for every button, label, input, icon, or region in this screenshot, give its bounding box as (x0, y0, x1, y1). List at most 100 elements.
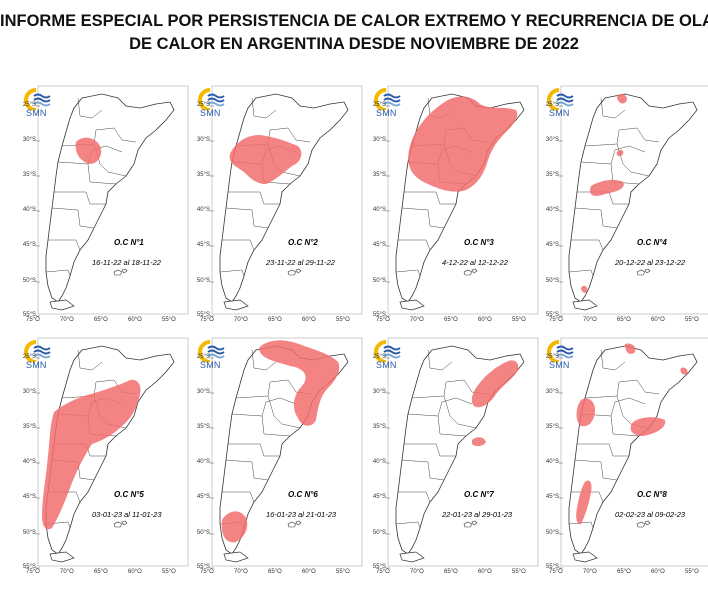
longitude-label: 75°O (376, 317, 390, 323)
latitude-label: 45°S (196, 242, 210, 248)
heatwave-number: O.C N°3 (464, 238, 494, 247)
province-border (610, 145, 646, 165)
argentina-map (386, 337, 539, 569)
latitude-label: 25°S (372, 354, 386, 360)
province-border (235, 379, 289, 399)
heatwave-map-panel: SMN 25°S 30°S 35°S 40°S 45°S 50°S 55°S 75°O 70°O 6… (18, 80, 191, 323)
smn-logo-text: SMN (200, 360, 221, 370)
province-border (222, 239, 255, 251)
longitude-label: 75°O (26, 569, 40, 575)
malvinas-islands (287, 268, 302, 276)
latitude-label: 35°S (22, 424, 36, 430)
province-border (407, 413, 467, 437)
latitude-label: 35°S (196, 172, 210, 178)
province-border (443, 395, 477, 429)
province-border (571, 491, 604, 503)
latitude-label: 30°S (196, 389, 210, 395)
latitude-label: 25°S (372, 102, 386, 108)
longitude-label: 65°O (617, 317, 631, 323)
malvinas-islands (636, 268, 651, 276)
heatwave-map-panel: SMN 25°S 30°S 35°S 40°S 45°S 50°S 55°S 75°O 70°O 6… (368, 80, 541, 323)
heatwave-area (471, 360, 519, 408)
province-border (636, 379, 660, 395)
heatwave-number: O.C N°1 (114, 238, 144, 247)
province-border (267, 395, 301, 429)
tierra-del-fuego-outline (223, 299, 249, 311)
heatwave-dates: 20-12-22 al 23-12-22 (615, 258, 686, 267)
smn-logo (22, 88, 54, 118)
heatwave-map-panel: SMN 25°S 30°S 35°S 40°S 45°S 50°S 55°S 75°O 70°O 6… (18, 332, 191, 575)
heatwave-area (589, 179, 624, 196)
latitude-label: 30°S (545, 389, 559, 395)
longitude-label: 70°O (60, 569, 74, 575)
longitude-label: 75°O (376, 569, 390, 575)
latitude-label: 35°S (372, 172, 386, 178)
province-border (77, 349, 103, 371)
longitude-label: 65°O (268, 317, 282, 323)
latitude-label: 55°S (545, 312, 559, 318)
longitude-label: 70°O (583, 317, 597, 323)
longitude-label: 55°O (685, 317, 699, 323)
heatwave-dates: 03-01-23 al 11-01-23 (92, 510, 162, 519)
malvinas-islands (636, 520, 651, 528)
longitude-label: 65°O (444, 569, 458, 575)
province-border (571, 239, 604, 251)
province-border (574, 459, 618, 481)
latitude-label: 50°S (196, 530, 210, 536)
heatwave-number: O.C N°8 (637, 490, 667, 499)
heatwave-area (576, 398, 595, 427)
latitude-label: 30°S (372, 137, 386, 143)
province-border (395, 521, 421, 529)
province-border (600, 97, 626, 119)
latitude-label: 35°S (22, 172, 36, 178)
latitude-label: 40°S (372, 459, 386, 465)
latitude-label: 45°S (372, 494, 386, 500)
province-border (398, 491, 431, 503)
province-border (427, 349, 453, 371)
smn-logo (545, 88, 577, 118)
heatwave-area (75, 137, 102, 164)
longitude-label: 60°O (651, 569, 665, 575)
latitude-label: 30°S (22, 137, 36, 143)
latitude-label: 50°S (22, 530, 36, 536)
province-border (398, 239, 431, 251)
longitude-label: 65°O (94, 569, 108, 575)
province-border (219, 269, 245, 277)
longitude-label: 65°O (444, 317, 458, 323)
province-border (251, 97, 277, 119)
longitude-label: 75°O (26, 317, 40, 323)
province-border (577, 443, 629, 457)
longitude-label: 70°O (234, 317, 248, 323)
heatwave-dates: 16-01-23 al 21-01-23 (266, 510, 337, 519)
malvinas-islands (463, 520, 478, 528)
latitude-label: 50°S (372, 530, 386, 536)
argentina-map (210, 337, 363, 569)
malvinas-islands (287, 520, 302, 528)
latitude-label: 35°S (545, 172, 559, 178)
argentina-map (559, 337, 708, 569)
longitude-label: 70°O (410, 569, 424, 575)
heatwave-number: O.C N°6 (288, 490, 318, 499)
latitude-label: 55°S (196, 564, 210, 570)
longitude-label: 65°O (268, 569, 282, 575)
latitude-label: 30°S (22, 389, 36, 395)
malvinas-islands (113, 520, 128, 528)
province-border (574, 207, 618, 229)
longitude-label: 65°O (94, 317, 108, 323)
latitude-label: 50°S (545, 530, 559, 536)
heatwave-area (221, 511, 248, 543)
heatwave-area (581, 285, 588, 293)
smn-logo (372, 88, 404, 118)
latitude-label: 35°S (372, 424, 386, 430)
tierra-del-fuego-outline (399, 551, 425, 563)
province-border (580, 413, 640, 437)
smn-logo-text: SMN (549, 108, 570, 118)
heatwave-map-panel: SMN 25°S 30°S 35°S 40°S 45°S 50°S 55°S 75°O 70°O 6… (192, 332, 365, 575)
latitude-label: 25°S (545, 354, 559, 360)
smn-logo (196, 340, 228, 370)
heatwave-number: O.C N°5 (114, 490, 144, 499)
province-border (61, 379, 115, 399)
latitude-label: 30°S (545, 137, 559, 143)
heatwave-map-panel: SMN 25°S 30°S 35°S 40°S 45°S 50°S 55°S 75°O 70°O 6… (541, 332, 708, 575)
longitude-label: 70°O (410, 317, 424, 323)
